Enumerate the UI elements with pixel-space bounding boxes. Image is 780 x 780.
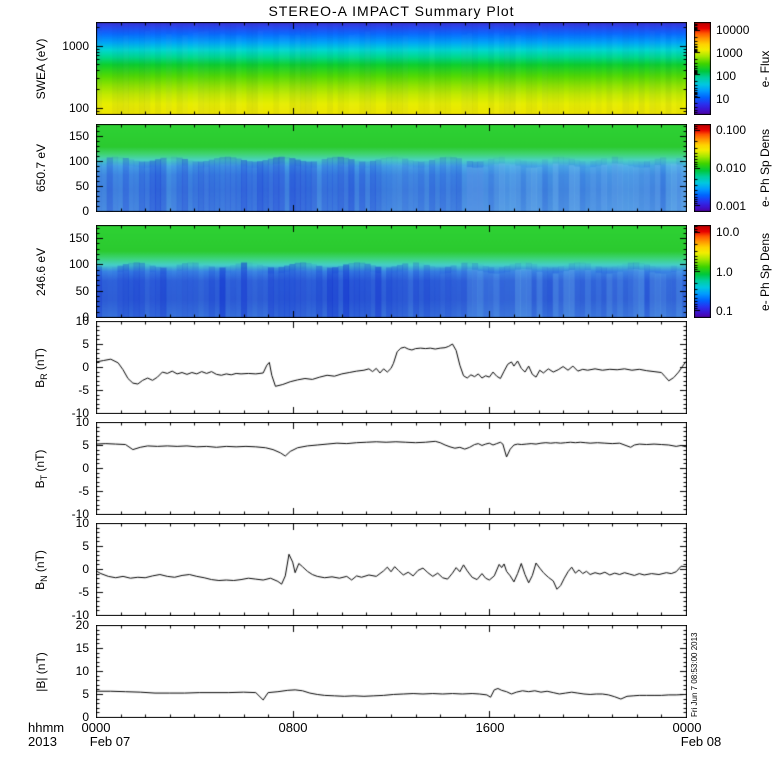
x-axis-year-label: 2013: [28, 734, 57, 749]
bt-ytick-label: 5: [82, 438, 89, 452]
e246-colorbar-title: e- Ph Sp Dens: [758, 232, 772, 311]
e650-ytick-label: 150: [68, 129, 89, 144]
swea-colorbar-label: 10: [716, 92, 730, 107]
btot-ytick-label: 0: [82, 710, 89, 724]
e246-ytick-label: 50: [75, 283, 89, 298]
bt-ytick-label: 0: [82, 461, 89, 475]
e650-colorbar-title: e- Ph Sp Dens: [758, 128, 772, 208]
e246-ytick-label: 0: [82, 310, 89, 324]
panel-swea: [96, 22, 687, 115]
bt-plot-canvas: [96, 422, 687, 515]
xtick-label: 0800: [278, 720, 308, 735]
xtick-label: 1600: [475, 720, 505, 735]
bt-ylabel: BT (nT): [32, 449, 50, 488]
e650-colorbar-label: 0.001: [716, 198, 747, 213]
xtick-label: 0000: [672, 720, 702, 735]
swea-colorbar: [694, 22, 711, 115]
btot-plot-canvas: [96, 625, 687, 718]
swea-colorbar-title: e- Flux: [758, 50, 772, 87]
panel-e246: [96, 225, 687, 318]
bn-ytick-label: 5: [82, 539, 89, 553]
e650-plot-canvas: [96, 124, 687, 212]
panel-bn: [96, 523, 687, 616]
e650-ylabel: 650.7 eV: [34, 143, 48, 193]
swea-plot-canvas: [96, 22, 687, 115]
e650-ytick-label: 0: [82, 204, 89, 218]
br-ytick-label: -10: [71, 406, 89, 420]
x-axis-unit-label: hhmm: [28, 720, 65, 735]
br-ytick-label: 0: [82, 360, 89, 374]
swea-colorbar-label: 100: [716, 68, 737, 83]
br-ytick-label: -5: [78, 383, 89, 397]
btot-ytick-label: 20: [75, 618, 89, 632]
panel-btot: [96, 625, 687, 718]
swea-colorbar-label: 10000: [716, 23, 750, 38]
swea-colorbar-label: 1000: [716, 45, 743, 60]
swea-ytick-label: 100: [68, 100, 89, 115]
e650-ytick-label: 100: [68, 154, 89, 169]
bt-ytick-label: -5: [78, 484, 89, 498]
e650-colorbar: [694, 124, 711, 212]
panel-e650: [96, 124, 687, 212]
xtick-label: 0000: [81, 720, 111, 735]
bt-ytick-label: -10: [71, 507, 89, 521]
bn-ytick-label: -5: [78, 585, 89, 599]
br-ytick-label: 5: [82, 337, 89, 351]
swea-ylabel: SWEA (eV): [34, 38, 48, 99]
bn-ylabel: BN (nT): [32, 549, 50, 590]
e246-colorbar-label: 1.0: [716, 264, 733, 279]
btot-ytick-label: 15: [75, 641, 89, 655]
e246-ytick-label: 150: [68, 231, 89, 246]
btot-ytick-label: 10: [75, 664, 89, 678]
e650-colorbar-label: 0.100: [716, 123, 747, 138]
bn-ytick-label: -10: [71, 608, 89, 622]
swea-ytick-label: 1000: [62, 38, 89, 53]
panel-br: [96, 321, 687, 414]
e246-ylabel: 246.6 eV: [34, 247, 48, 296]
bn-plot-canvas: [96, 523, 687, 616]
creation-timestamp: Fri Jun 7 08:53:00 2013: [690, 632, 699, 717]
btot-ytick-label: 5: [82, 687, 89, 701]
xdate-label: Feb 08: [680, 734, 722, 749]
br-ylabel: BR (nT): [32, 347, 50, 388]
e246-colorbar-label: 0.1: [716, 303, 733, 318]
bn-ytick-label: 10: [75, 516, 89, 530]
plot-title: STEREO-A IMPACT Summary Plot: [268, 3, 515, 19]
e246-colorbar-label: 10.0: [716, 225, 740, 240]
bt-ytick-label: 10: [75, 415, 89, 429]
e246-ytick-label: 100: [68, 257, 89, 272]
bn-ytick-label: 0: [82, 562, 89, 576]
e650-ytick-label: 50: [75, 179, 89, 194]
br-plot-canvas: [96, 321, 687, 414]
btot-ylabel: |B| (nT): [34, 651, 48, 692]
e246-plot-canvas: [96, 225, 687, 318]
e246-colorbar: [694, 225, 711, 318]
br-ytick-label: 10: [75, 314, 89, 328]
xdate-label: Feb 07: [89, 734, 131, 749]
e650-colorbar-label: 0.010: [716, 161, 747, 175]
panel-bt: [96, 422, 687, 515]
